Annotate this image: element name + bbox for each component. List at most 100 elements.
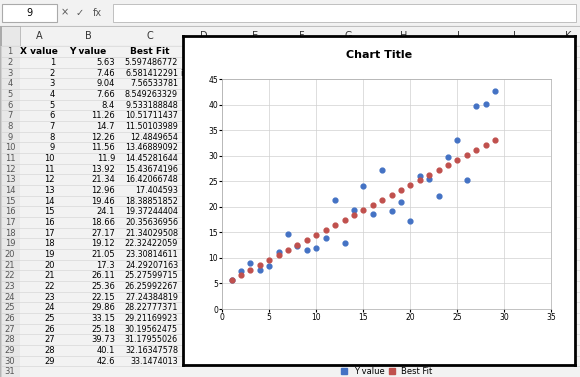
Text: 14: 14 [45, 196, 55, 205]
Text: 21.34: 21.34 [91, 175, 115, 184]
Text: 20: 20 [45, 261, 55, 270]
Text: 23: 23 [5, 282, 15, 291]
Text: 3: 3 [50, 79, 55, 88]
Point [443, 162, 452, 168]
Point [387, 208, 396, 215]
Text: 16.42066748: 16.42066748 [125, 175, 178, 184]
Text: 42.6: 42.6 [96, 357, 115, 366]
Point [246, 267, 255, 273]
Point [396, 198, 405, 204]
Text: 2: 2 [8, 58, 13, 67]
Text: 27.24384819: 27.24384819 [125, 293, 178, 302]
Bar [0, 46, 20, 377]
Text: J: J [512, 31, 515, 41]
Text: 32.16347578: 32.16347578 [125, 346, 178, 355]
Text: H: H [400, 31, 407, 41]
Text: 11.26: 11.26 [91, 111, 115, 120]
Text: 26: 26 [45, 325, 55, 334]
Text: 6: 6 [8, 101, 13, 110]
Bar [2, 4, 57, 22]
Text: 3: 3 [8, 69, 13, 78]
Point [481, 142, 490, 148]
Text: 18.38851852: 18.38851852 [125, 196, 178, 205]
Text: 22: 22 [5, 271, 15, 280]
Text: 14: 14 [5, 186, 15, 195]
Bar [229, 59, 235, 65]
Text: 14.45281644: 14.45281644 [125, 154, 178, 163]
Point [387, 192, 396, 198]
Text: G: G [345, 31, 352, 41]
Point [434, 193, 443, 199]
Text: 10.51711437: 10.51711437 [125, 111, 178, 120]
Text: 11.9: 11.9 [97, 154, 115, 163]
Point [331, 197, 340, 203]
Text: F: F [299, 31, 305, 41]
Text: ✓: ✓ [76, 8, 84, 18]
Text: 26.11: 26.11 [91, 271, 115, 280]
Text: Y value: Y value [70, 47, 107, 56]
Text: 27.17: 27.17 [91, 228, 115, 238]
Bar [229, 70, 235, 76]
Text: 15.43674196: 15.43674196 [125, 164, 178, 173]
Text: 22.15: 22.15 [92, 293, 115, 302]
Text: 13.46889092: 13.46889092 [125, 143, 178, 152]
Text: 18: 18 [45, 239, 55, 248]
Point [462, 178, 472, 184]
Point [368, 211, 378, 217]
Point [349, 207, 358, 213]
Text: 13: 13 [45, 186, 55, 195]
Point [237, 273, 246, 279]
Text: 2: 2 [50, 69, 55, 78]
Text: 19.37244404: 19.37244404 [125, 207, 178, 216]
Text: 27: 27 [5, 325, 15, 334]
Text: 12.96: 12.96 [91, 186, 115, 195]
Text: 12.4849654: 12.4849654 [130, 133, 178, 141]
Point [302, 237, 311, 243]
Text: C: C [146, 31, 153, 41]
Text: 9: 9 [27, 8, 32, 18]
Text: 25: 25 [5, 303, 15, 312]
Text: 11.50103989: 11.50103989 [125, 122, 178, 131]
Text: 7: 7 [50, 122, 55, 131]
Point [311, 245, 321, 251]
Text: 7: 7 [8, 111, 13, 120]
Text: 17: 17 [45, 228, 55, 238]
Text: 13: 13 [5, 175, 15, 184]
Point [472, 147, 481, 153]
Point [425, 176, 434, 182]
Text: 29: 29 [45, 357, 55, 366]
Text: 25.36: 25.36 [91, 282, 115, 291]
Point [293, 242, 302, 248]
Point [227, 277, 236, 283]
Text: intercept: intercept [180, 69, 227, 78]
Point [425, 172, 434, 178]
Point [406, 182, 415, 188]
Text: 25: 25 [45, 314, 55, 323]
Text: 7.46: 7.46 [96, 69, 115, 78]
Text: fx: fx [92, 8, 101, 18]
Text: 0.9839255: 0.9839255 [237, 58, 282, 67]
Text: 31: 31 [5, 367, 15, 376]
Point [246, 260, 255, 266]
Text: 29.86: 29.86 [91, 303, 115, 312]
Point [368, 202, 378, 208]
Text: 22.32422059: 22.32422059 [125, 239, 178, 248]
Point [255, 262, 264, 268]
Text: 6: 6 [50, 111, 55, 120]
Text: 1: 1 [8, 47, 13, 56]
Bar [113, 4, 576, 22]
Text: 12: 12 [45, 175, 55, 184]
Text: I: I [457, 31, 460, 41]
Text: Best Fit: Best Fit [130, 47, 169, 56]
Point [349, 212, 358, 218]
Point [274, 248, 283, 254]
Point [358, 183, 368, 189]
Text: 15: 15 [45, 207, 55, 216]
Point [406, 218, 415, 224]
Text: 11: 11 [45, 164, 55, 173]
Text: 26.25992267: 26.25992267 [125, 282, 178, 291]
Point [321, 235, 331, 241]
Text: 12: 12 [5, 164, 15, 173]
Text: 9.04: 9.04 [97, 79, 115, 88]
Point [274, 252, 283, 258]
